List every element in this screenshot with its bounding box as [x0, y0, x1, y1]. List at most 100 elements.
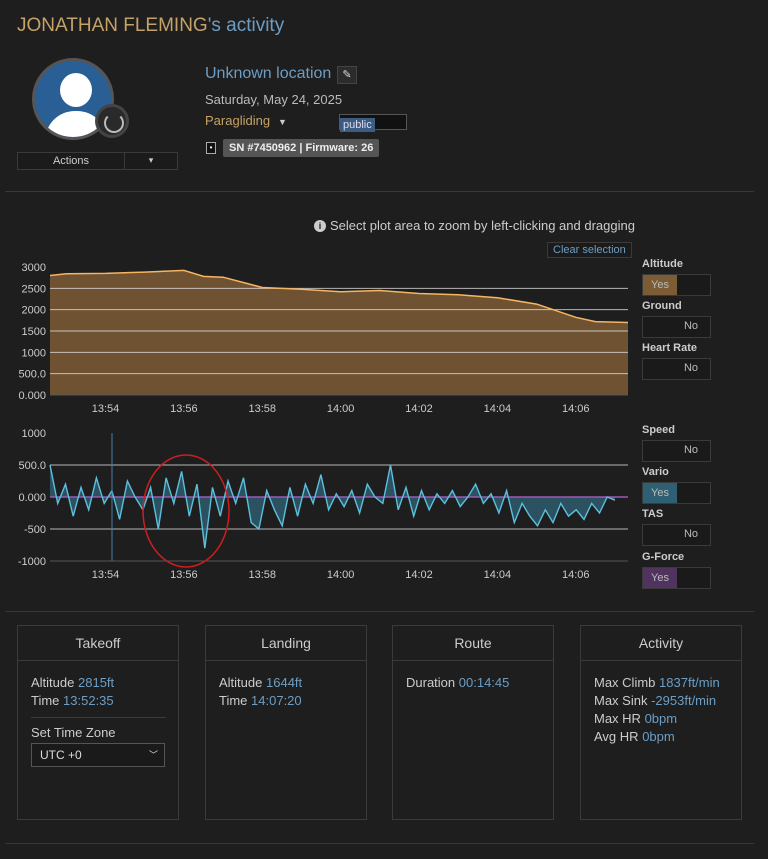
- max-climb: Max Climb 1837ft/min: [594, 675, 720, 690]
- x-tick-label: 14:04: [484, 403, 512, 415]
- value: 00:14:45: [458, 675, 510, 690]
- timezone-select[interactable]: UTC +0 ﹀: [31, 743, 165, 767]
- takeoff-altitude: Altitude 2815ft: [31, 675, 114, 690]
- landing-title: Landing: [206, 626, 366, 661]
- device-checkbox[interactable]: •: [206, 142, 216, 154]
- takeoff-title: Takeoff: [18, 626, 178, 661]
- x-tick-label: 14:00: [327, 569, 355, 581]
- x-tick-label: 13:58: [248, 403, 276, 415]
- label: Avg HR: [594, 729, 639, 744]
- toggle-tas[interactable]: No: [642, 524, 711, 546]
- title-suffix: 's activity: [207, 15, 285, 36]
- toggle-label-tas: TAS: [642, 508, 664, 520]
- x-tick-label: 13:54: [92, 403, 120, 415]
- landing-altitude: Altitude 1644ft: [219, 675, 302, 690]
- toggle-label-heart-rate: Heart Rate: [642, 342, 698, 354]
- page-title: JONATHAN FLEMING's activity: [17, 15, 284, 37]
- toggle-vario[interactable]: Yes: [642, 482, 711, 504]
- label: Max HR: [594, 711, 641, 726]
- activity-panel: Activity Max Climb 1837ft/min Max Sink -…: [580, 625, 742, 820]
- pilot-name[interactable]: JONATHAN FLEMING: [17, 15, 208, 36]
- timezone-value: UTC +0: [40, 748, 82, 762]
- y-tick-label: 0.000: [18, 492, 46, 504]
- loading-spinner-icon: [95, 104, 129, 138]
- activity-title: Activity: [581, 626, 741, 661]
- toggle-state: No: [683, 444, 699, 456]
- toggle-heart-rate[interactable]: No: [642, 358, 711, 380]
- toggle-altitude[interactable]: Yes: [642, 274, 711, 296]
- toggle-label-g-force: G-Force: [642, 551, 685, 563]
- value: 1644ft: [266, 675, 303, 690]
- max-hr: Max HR 0bpm: [594, 711, 677, 726]
- edit-pencil-icon[interactable]: ✎: [337, 66, 357, 84]
- toggle-state: No: [683, 528, 699, 540]
- toggle-state: Yes: [643, 275, 677, 295]
- sport-label: Paragliding: [205, 113, 271, 128]
- y-tick-label: 1000: [22, 347, 46, 359]
- x-tick-label: 13:58: [248, 569, 276, 581]
- timezone-label: Set Time Zone: [31, 725, 116, 740]
- sport-dropdown[interactable]: Paragliding ▼: [205, 113, 287, 128]
- label: Max Climb: [594, 675, 656, 690]
- divider: [5, 611, 754, 612]
- toggle-g-force[interactable]: Yes: [642, 567, 711, 589]
- flight-charts[interactable]: 0.000 500.0 1000 1500 2000 2500 3000 13:54 13:56…: [0, 255, 635, 585]
- x-tick-label: 14:02: [405, 569, 433, 581]
- y-tick-label: 500.0: [18, 460, 46, 472]
- avg-hr: Avg HR 0bpm: [594, 729, 675, 744]
- value: 0bpm: [644, 711, 678, 726]
- toggle-speed[interactable]: No: [642, 440, 711, 462]
- divider: [31, 717, 166, 718]
- x-tick-label: 13:56: [170, 403, 198, 415]
- divider: [5, 843, 754, 844]
- y-tick-label: 2000: [22, 305, 46, 317]
- value: 2815ft: [78, 675, 115, 690]
- label: Time: [31, 693, 60, 708]
- annotation-circle: [142, 454, 230, 568]
- zoom-hint-text: Select plot area to zoom by left-clickin…: [330, 218, 635, 233]
- x-tick-label: 14:06: [562, 403, 590, 415]
- y-tick-label: 1500: [22, 326, 46, 338]
- altitude-area: [50, 270, 628, 395]
- value: 14:07:20: [251, 693, 302, 708]
- vario-area: [50, 465, 615, 549]
- x-tick-label: 14:06: [562, 569, 590, 581]
- label: Altitude: [31, 675, 75, 690]
- takeoff-panel: Takeoff Altitude 2815ft Time 13:52:35 Se…: [17, 625, 179, 820]
- y-tick-label: 3000: [22, 262, 46, 274]
- location-title: Unknown location: [205, 65, 332, 82]
- toggle-label-ground: Ground: [642, 300, 682, 312]
- vario-chart[interactable]: -1000 -500 0.000 500.0 1000 13:54 13:56 13:58 14…: [18, 428, 628, 581]
- value: 0bpm: [642, 729, 675, 744]
- toggle-label-altitude: Altitude: [642, 258, 683, 270]
- x-tick-label: 14:00: [327, 403, 355, 415]
- actions-button[interactable]: Actions: [18, 153, 125, 169]
- divider: [5, 191, 754, 192]
- label: Duration: [406, 675, 456, 690]
- activity-date: Saturday, May 24, 2025: [205, 92, 343, 107]
- value: -2953ft/min: [651, 693, 717, 708]
- x-tick-label: 13:54: [92, 569, 120, 581]
- visibility-toggle[interactable]: public: [339, 114, 407, 132]
- y-tick-label: 2500: [22, 283, 46, 295]
- actions-caret-icon[interactable]: ▾: [148, 155, 154, 165]
- y-tick-label: -1000: [18, 556, 46, 568]
- y-tick-label: 500.0: [18, 369, 46, 381]
- landing-time: Time 14:07:20: [219, 693, 302, 708]
- altitude-line: [49, 269, 629, 324]
- info-icon: i: [314, 220, 326, 232]
- clear-selection-button[interactable]: Clear selection: [547, 242, 632, 258]
- x-tick-label: 13:56: [170, 569, 198, 581]
- route-title: Route: [393, 626, 553, 661]
- y-tick-label: 1000: [22, 428, 46, 440]
- y-tick-label: -500: [24, 524, 46, 536]
- toggle-state: No: [683, 320, 699, 332]
- label: Max Sink: [594, 693, 648, 708]
- route-duration: Duration 00:14:45: [406, 675, 509, 690]
- visibility-label: public: [340, 118, 375, 132]
- label: Time: [219, 693, 248, 708]
- label: Altitude: [219, 675, 263, 690]
- altitude-chart[interactable]: 0.000 500.0 1000 1500 2000 2500 3000 13:54 13:56…: [18, 262, 629, 415]
- toggle-ground[interactable]: No: [642, 316, 711, 338]
- actions-dropdown[interactable]: Actions ▾: [17, 152, 178, 170]
